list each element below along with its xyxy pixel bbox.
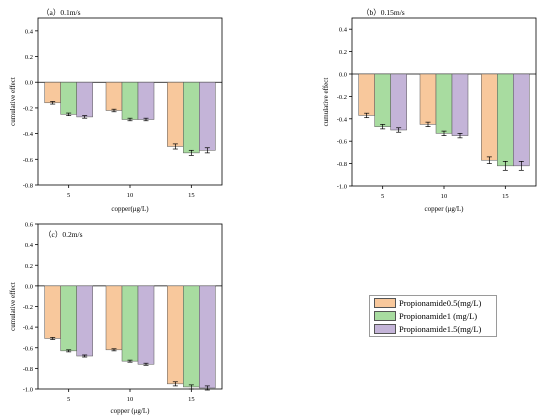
bar xyxy=(76,81,93,118)
y-tick-label: 0.0 xyxy=(25,283,33,290)
legend-swatch-2 xyxy=(374,311,396,321)
x-tick-label: 15 xyxy=(502,193,509,200)
panel-title: （c）0.2m/s xyxy=(44,230,83,239)
x-tick-label: 5 xyxy=(67,396,70,403)
bar xyxy=(44,285,61,339)
y-axis-label: cumulative effect xyxy=(322,78,330,127)
legend-item-1: Propionamide0.5(mg/L) xyxy=(374,297,481,309)
bar xyxy=(137,285,155,365)
y-tick-label: -0.2 xyxy=(23,304,33,311)
y-tick-label: -0.4 xyxy=(337,116,348,123)
bar xyxy=(167,285,184,385)
y-tick-label: -1.0 xyxy=(23,387,33,394)
chart-panel-2: -1.0 -0.8 -0.6 -0.4 -0.2 0.0 0.2 0.4 5 10 15 （b）0.1… xyxy=(322,8,537,213)
chart-panel-1: -0.8 -0.6 -0.4 -0.2 0.0 0.2 0.4 5 10 15 （a）0.1m/s c… xyxy=(9,8,223,213)
bar xyxy=(199,81,216,151)
y-tick-label: -0.8 xyxy=(23,366,33,373)
legend-label-1: Propionamide0.5(mg/L) xyxy=(399,298,482,308)
y-tick-label: -0.6 xyxy=(23,345,34,352)
bar xyxy=(199,285,216,389)
bar xyxy=(60,81,77,115)
y-tick-label: -0.2 xyxy=(23,105,33,112)
legend-label-2: Propionamide1 (mg/L) xyxy=(399,311,478,321)
y-tick-label: 0.0 xyxy=(339,72,347,79)
y-axis-label: cumulative effect xyxy=(9,77,17,126)
x-axis-label: copper (μg/L) xyxy=(111,407,151,415)
chart-panel-3: -1.0 -0.8 -0.6 -0.4 -0.2 0.0 0.2 0.4 0.6 5 10 15 （c）… xyxy=(9,222,223,415)
bar xyxy=(390,73,407,131)
y-tick-label: 0.4 xyxy=(25,28,34,35)
y-tick-label: -0.6 xyxy=(337,139,348,146)
y-tick-label: 0.4 xyxy=(339,27,348,34)
bar xyxy=(435,73,453,134)
x-tick-label: 10 xyxy=(441,193,448,200)
y-tick-label: -0.4 xyxy=(23,325,34,332)
y-axis-label: cumulative effect xyxy=(9,282,17,331)
bar xyxy=(513,73,530,167)
bar xyxy=(358,73,375,116)
legend: Propionamide0.5(mg/L) Propionamide1 (mg/… xyxy=(369,295,497,337)
y-tick-label: -0.8 xyxy=(23,183,33,190)
legend-label-3: Propionamide1.5(mg/L) xyxy=(399,324,482,334)
bar xyxy=(76,285,93,357)
legend-item-3: Propionamide1.5(mg/L) xyxy=(374,323,481,335)
bar xyxy=(121,285,139,362)
y-tick-label: -0.8 xyxy=(337,161,347,168)
bar xyxy=(497,73,514,167)
bar xyxy=(60,285,77,352)
panel-title: （b）0.15m/s xyxy=(362,8,405,17)
panel-title: （a）0.1m/s xyxy=(42,8,81,17)
bar xyxy=(44,81,61,104)
bar xyxy=(105,285,123,351)
bar xyxy=(451,73,469,136)
x-tick-label: 5 xyxy=(67,192,70,199)
y-tick-label: 0.2 xyxy=(339,49,347,56)
y-tick-label: -0.4 xyxy=(23,131,34,138)
legend-swatch-1 xyxy=(374,298,396,308)
y-tick-label: 0.2 xyxy=(25,54,33,61)
y-tick-label: 0.0 xyxy=(25,80,33,87)
x-tick-label: 5 xyxy=(381,193,384,200)
x-tick-label: 15 xyxy=(188,192,195,199)
x-axis-label: copper(μg/L) xyxy=(111,205,149,213)
y-tick-label: -0.6 xyxy=(23,157,34,164)
y-tick-label: -0.2 xyxy=(337,94,347,101)
x-tick-label: 10 xyxy=(127,192,134,199)
bar xyxy=(183,285,200,388)
bar xyxy=(419,73,437,125)
bar xyxy=(121,81,139,120)
bar xyxy=(105,81,123,111)
x-tick-label: 10 xyxy=(127,396,134,403)
y-tick-label: -1.0 xyxy=(337,184,347,191)
legend-swatch-3 xyxy=(374,324,396,334)
bar xyxy=(183,81,200,154)
x-axis-label: copper (μg/L) xyxy=(425,205,465,213)
y-tick-label: 0.4 xyxy=(25,242,34,249)
y-tick-label: 0.2 xyxy=(25,263,33,270)
bar xyxy=(137,81,155,120)
x-tick-label: 15 xyxy=(188,396,195,403)
legend-item-2: Propionamide1 (mg/L) xyxy=(374,310,477,322)
bar xyxy=(481,73,498,161)
bar xyxy=(374,73,391,127)
bar xyxy=(167,81,184,147)
y-tick-label: 0.6 xyxy=(25,222,34,229)
